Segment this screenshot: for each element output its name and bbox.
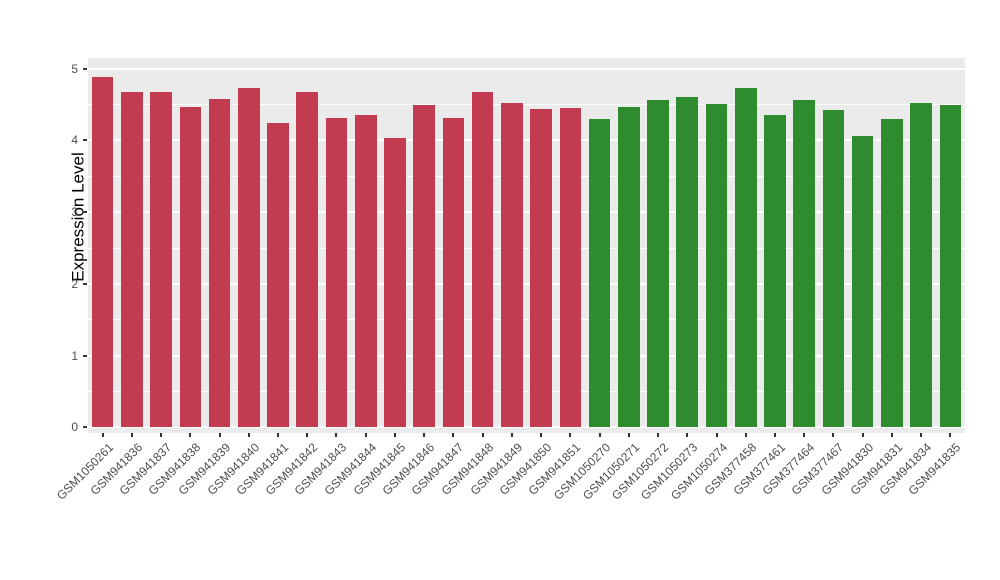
x-tick-mark <box>627 433 630 437</box>
x-tick-mark <box>949 433 952 437</box>
bar-GSM941841 <box>267 122 289 428</box>
gridline-major <box>88 354 965 357</box>
bar-GSM377458 <box>734 88 757 428</box>
x-tick-mark <box>598 433 601 437</box>
x-tick-mark <box>335 433 338 437</box>
gridline-minor <box>88 104 965 106</box>
bar-GSM941849 <box>501 103 523 428</box>
y-tick-mark <box>83 354 87 357</box>
bar-GSM941840 <box>237 88 260 428</box>
x-tick-mark <box>540 433 543 437</box>
y-axis-title: Expression Level <box>14 0 143 433</box>
bar-GSM941845 <box>384 138 406 428</box>
y-tick-label: 5 <box>71 61 78 76</box>
gridline-minor <box>88 319 965 321</box>
bar-GSM1050261 <box>91 77 114 428</box>
x-tick-mark <box>715 433 718 437</box>
y-tick-mark <box>83 211 87 214</box>
bar-GSM941851 <box>559 108 582 428</box>
x-tick-mark <box>393 433 396 437</box>
bar-GSM941847 <box>442 117 465 428</box>
bar-GSM941850 <box>530 108 552 428</box>
bar-GSM377467 <box>822 110 845 428</box>
x-tick-mark <box>481 433 484 437</box>
gridline-major <box>88 426 965 429</box>
bar-GSM377461 <box>764 114 786 428</box>
x-tick-mark <box>160 433 163 437</box>
y-tick-label: 4 <box>71 133 78 148</box>
x-tick-mark <box>510 433 513 437</box>
bar-GSM941843 <box>325 118 348 428</box>
gridline-major <box>88 282 965 285</box>
x-tick-mark <box>218 433 221 437</box>
y-tick-mark <box>83 67 87 70</box>
bar-GSM941831 <box>881 118 903 428</box>
bar-GSM1050274 <box>705 103 728 428</box>
x-tick-mark <box>189 433 192 437</box>
x-tick-mark <box>744 433 747 437</box>
bar-GSM941848 <box>471 92 494 428</box>
x-tick-mark <box>773 433 776 437</box>
bar-GSM941839 <box>208 98 231 428</box>
bar-GSM941835 <box>939 104 962 428</box>
x-tick-mark <box>101 433 104 437</box>
bar-GSM941838 <box>179 106 202 428</box>
bar-GSM1050270 <box>588 118 611 428</box>
x-tick-mark <box>890 433 893 437</box>
bar-GSM941842 <box>296 92 319 428</box>
bar-GSM941846 <box>413 105 435 428</box>
plot-panel <box>88 58 965 433</box>
bar-GSM941830 <box>851 136 874 428</box>
y-tick-label: 3 <box>71 205 78 220</box>
x-tick-mark <box>920 433 923 437</box>
x-tick-mark <box>803 433 806 437</box>
x-tick-mark <box>832 433 835 437</box>
bar-GSM1050273 <box>676 97 699 428</box>
y-tick-label: 0 <box>71 420 78 435</box>
gridline-minor <box>88 390 965 392</box>
x-tick-mark <box>130 433 133 437</box>
y-tick-mark <box>83 426 87 429</box>
y-tick-mark <box>83 139 87 142</box>
x-tick-mark <box>306 433 309 437</box>
bar-GSM1050271 <box>618 107 640 428</box>
y-tick-label: 1 <box>71 348 78 363</box>
gridline-major <box>88 211 965 214</box>
bar-GSM377464 <box>793 99 816 428</box>
bar-GSM941834 <box>910 103 932 428</box>
gridline-minor <box>88 247 965 249</box>
bar-GSM941836 <box>121 92 143 428</box>
x-tick-mark <box>423 433 426 437</box>
gridline-minor <box>88 175 965 177</box>
x-tick-mark <box>364 433 367 437</box>
y-tick-label: 2 <box>71 276 78 291</box>
gridline-major <box>88 67 965 70</box>
x-tick-mark <box>686 433 689 437</box>
x-tick-mark <box>657 433 660 437</box>
x-tick-mark <box>569 433 572 437</box>
bar-GSM941837 <box>150 92 172 428</box>
x-tick-mark <box>247 433 250 437</box>
bar-GSM941844 <box>354 115 377 428</box>
x-tick-mark <box>277 433 280 437</box>
x-tick-mark <box>452 433 455 437</box>
gridline-major <box>88 139 965 142</box>
x-tick-mark <box>861 433 864 437</box>
bar-GSM1050272 <box>647 99 669 428</box>
y-tick-mark <box>83 282 87 285</box>
